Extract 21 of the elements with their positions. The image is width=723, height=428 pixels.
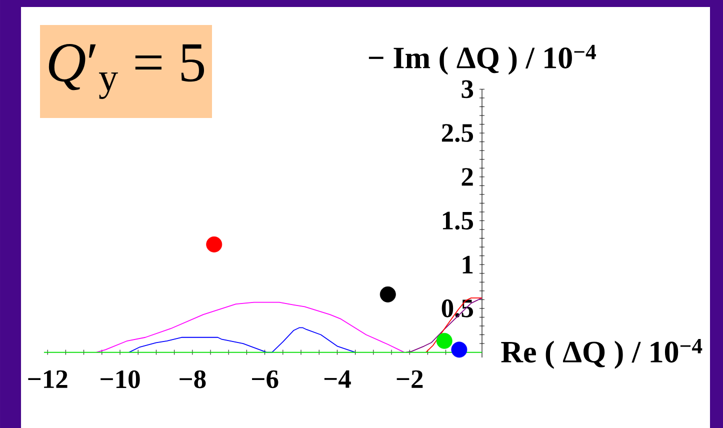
y-tick-label: 2.5 — [442, 124, 473, 142]
x-tick-label: −2 — [396, 370, 423, 388]
x-tick-label: −10 — [100, 370, 140, 388]
x-tick-label: −12 — [28, 370, 68, 388]
y-tick-label: 1 — [462, 256, 473, 274]
y-tick-label: 3 — [462, 80, 474, 98]
x-tick-label: −8 — [180, 370, 206, 388]
x-tick-label: −6 — [252, 370, 278, 388]
point — [206, 236, 222, 252]
line-series — [128, 327, 356, 353]
y-axis-title: − Im ( ΔQ ) / 10$^{−4}$ — [368, 44, 596, 75]
x-axis-title: Re ( ΔQ ) / 10$^{−4}$ — [501, 338, 702, 369]
y-tick-label: 1.5 — [442, 212, 473, 230]
line-series — [96, 302, 405, 353]
point — [451, 342, 468, 358]
y-tick-label: 2 — [462, 168, 473, 186]
point — [380, 286, 396, 302]
x-tick-label: −4 — [324, 370, 351, 388]
chart-title: Q′$_{y}$ = 5 — [48, 44, 204, 99]
line-series — [406, 297, 482, 353]
point — [436, 332, 452, 349]
